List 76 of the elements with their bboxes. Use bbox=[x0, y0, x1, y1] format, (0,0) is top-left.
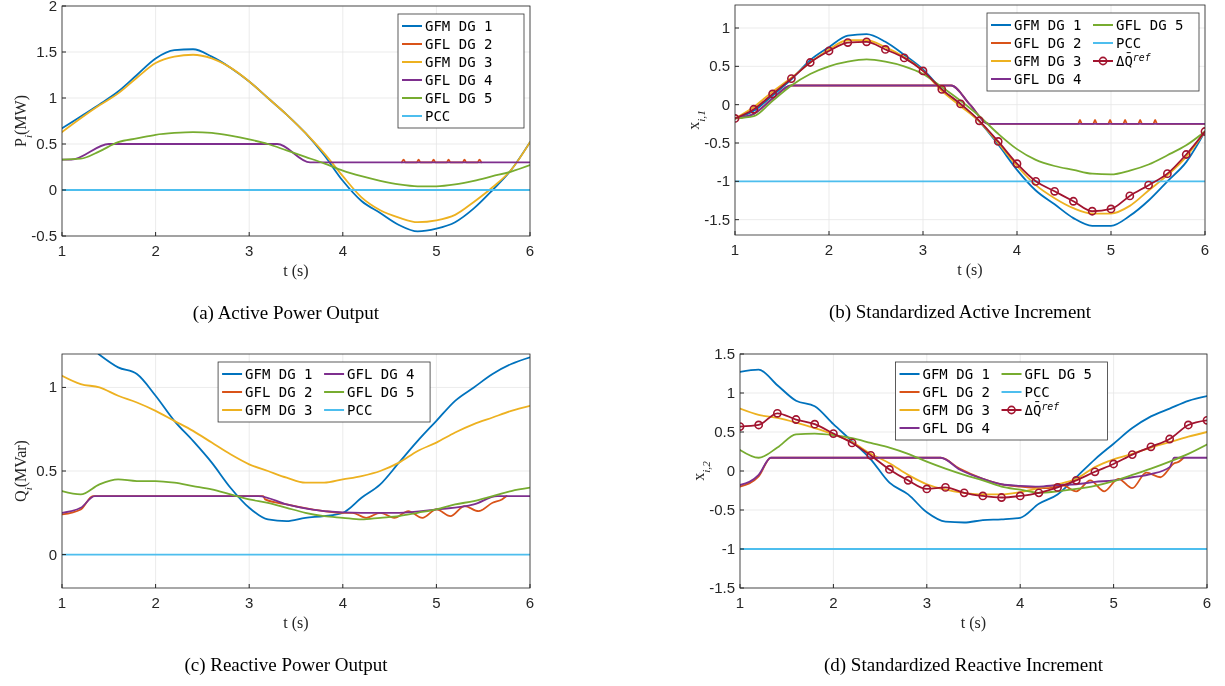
x-tick-label: 3 bbox=[918, 241, 928, 258]
x-tick-label: 2 bbox=[829, 594, 838, 611]
x-tick-label: 5 bbox=[1106, 241, 1116, 258]
legend-label: PCC bbox=[425, 108, 451, 124]
legend-label: GFL DG 5 bbox=[1116, 17, 1184, 33]
legend-label: GFM DG 1 bbox=[1014, 17, 1082, 33]
y-tick-label: -0.5 bbox=[709, 501, 735, 518]
x-tick-label: 2 bbox=[151, 594, 160, 611]
x-tick-label: 5 bbox=[432, 242, 441, 259]
legend-label: GFL DG 4 bbox=[425, 72, 493, 88]
y-tick-label: 1 bbox=[48, 378, 57, 396]
text: (d) Standardized Reactive Increment bbox=[823, 654, 1104, 676]
legend-label: GFM DG 1 bbox=[245, 366, 313, 382]
y-tick-label: 0 bbox=[721, 95, 730, 113]
legend-label: GFL DG 4 bbox=[347, 366, 415, 382]
y-tick-label: -1 bbox=[716, 172, 730, 190]
legend-label: PCC bbox=[1024, 384, 1050, 400]
x-tick-label: 2 bbox=[824, 241, 834, 258]
x-tick-label: 6 bbox=[525, 242, 535, 259]
legend-label: PCC bbox=[347, 402, 373, 418]
y-tick-label: 1.5 bbox=[36, 43, 57, 60]
legend-label: GFL DG 5 bbox=[425, 90, 493, 106]
legend-label: ΔQ̄$^{ref}$ bbox=[1024, 400, 1060, 418]
x-tick-label: 4 bbox=[338, 242, 347, 259]
legend-label: GFL DG 2 bbox=[922, 384, 990, 400]
x-axis-title: t (s) bbox=[283, 614, 309, 632]
text: (b) Standardized Active Increment bbox=[828, 301, 1092, 323]
legend-label: GFM DG 1 bbox=[922, 366, 990, 382]
y-tick-label: -1.5 bbox=[709, 579, 735, 596]
x-axis-title: t (s) bbox=[960, 614, 987, 632]
x-tick-label: 6 bbox=[525, 594, 535, 611]
x-tick-label: 4 bbox=[1016, 594, 1025, 611]
legend-label: GFL DG 4 bbox=[922, 420, 990, 436]
x-axis-title: t (s) bbox=[283, 262, 309, 280]
legend-label: GFM DG 3 bbox=[1014, 53, 1082, 69]
y-tick-label: 0.5 bbox=[714, 423, 735, 440]
y-tick-label: 2 bbox=[48, 0, 57, 14]
text: (c) Reactive Power Output bbox=[184, 654, 389, 676]
legend-label: GFM DG 1 bbox=[425, 18, 493, 34]
y-tick-label: 1.5 bbox=[714, 345, 735, 362]
y-tick-label: 0.5 bbox=[36, 462, 57, 479]
y-tick-label: -1 bbox=[721, 540, 735, 557]
y-tick-label: 1 bbox=[48, 89, 57, 106]
text: (a) Active Power Output bbox=[192, 302, 380, 324]
y-tick-label: 0.5 bbox=[36, 135, 57, 152]
y-tick-label: 0 bbox=[48, 545, 57, 563]
x-tick-label: 4 bbox=[1012, 241, 1022, 258]
legend-label: GFM DG 3 bbox=[922, 402, 990, 418]
x-tick-label: 4 bbox=[338, 594, 347, 611]
legend-label: PCC bbox=[1116, 35, 1142, 51]
y-tick-label: 0.5 bbox=[709, 57, 730, 75]
x-tick-label: 2 bbox=[151, 242, 160, 259]
y-tick-label: -0.5 bbox=[31, 227, 57, 244]
x-tick-label: 3 bbox=[245, 242, 254, 259]
legend-label: GFM DG 3 bbox=[425, 54, 493, 70]
y-tick-label: -1.5 bbox=[704, 210, 730, 228]
legend-label: GFL DG 2 bbox=[245, 384, 313, 400]
x-tick-label: 5 bbox=[1109, 594, 1118, 611]
y-tick-label: 1 bbox=[726, 384, 735, 401]
x-tick-label: 3 bbox=[245, 594, 254, 611]
legend-label: GFM DG 3 bbox=[245, 402, 313, 418]
legend-label: ΔQ̄$^{ref}$ bbox=[1116, 51, 1151, 69]
legend-label: GFL DG 4 bbox=[1014, 71, 1082, 87]
x-tick-label: 5 bbox=[432, 594, 441, 611]
y-tick-label: 0 bbox=[48, 181, 57, 198]
legend-label: GFL DG 5 bbox=[1024, 366, 1092, 382]
legend-label: GFL DG 2 bbox=[1014, 35, 1082, 51]
x-tick-label: 3 bbox=[922, 594, 931, 611]
x-axis-title: t (s) bbox=[957, 261, 983, 279]
x-tick-label: 6 bbox=[1202, 594, 1212, 611]
legend-label: GFL DG 2 bbox=[425, 36, 493, 52]
y-tick-label: 1 bbox=[721, 19, 730, 36]
y-tick-label: -0.5 bbox=[704, 134, 730, 151]
legend-label: GFL DG 5 bbox=[347, 384, 415, 400]
y-tick-label: 0 bbox=[726, 462, 735, 479]
x-tick-label: 6 bbox=[1200, 241, 1210, 258]
